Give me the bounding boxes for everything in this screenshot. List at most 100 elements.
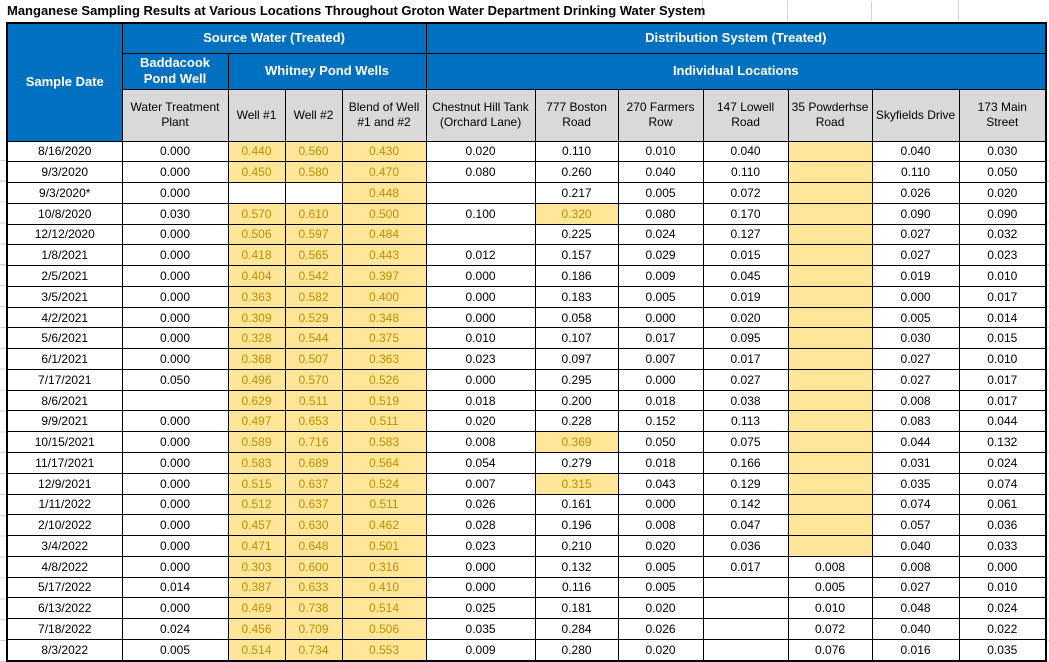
value-cell-blend-of-well-1-and-2[interactable]: 0.397 [341,265,427,287]
value-cell-777-boston-road[interactable]: 0.196 [534,514,619,537]
value-cell-chestnut-hill-tank[interactable]: 0.054 [425,451,536,474]
value-cell-blend-of-well-1-and-2[interactable]: 0.524 [341,472,427,495]
value-cell-skyfields-drive[interactable]: 0.083 [871,410,960,433]
value-cell-water-treatment-plant[interactable]: 0.000 [121,535,229,557]
value-cell-35-powderhse-road[interactable]: 0.010 [787,597,873,620]
value-cell-173-main-street[interactable]: 0.022 [958,618,1047,640]
value-cell-270-farmers-row[interactable]: 0.005 [617,555,704,578]
value-cell-water-treatment-plant[interactable]: 0.000 [121,182,229,204]
sample-date-cell[interactable]: 7/17/2021 [6,368,123,391]
sample-date-cell[interactable]: 5/17/2022 [6,576,123,599]
value-cell-chestnut-hill-tank[interactable]: 0.020 [425,140,536,163]
value-cell-777-boston-road[interactable]: 0.116 [534,576,619,599]
value-cell-water-treatment-plant[interactable]: 0.000 [121,285,229,308]
value-cell-173-main-street[interactable]: 0.017 [958,389,1047,412]
value-cell-147-lowell-road[interactable]: 0.166 [702,451,789,474]
value-cell-skyfields-drive[interactable]: 0.027 [871,348,960,370]
value-cell-well-1[interactable]: 0.512 [227,493,286,516]
column-header-173-main-street[interactable]: 173 Main Street [958,88,1047,142]
value-cell-chestnut-hill-tank[interactable]: 0.026 [425,493,536,516]
value-cell-skyfields-drive[interactable]: 0.027 [871,576,960,599]
value-cell-well-2[interactable]: 0.716 [284,431,343,453]
value-cell-777-boston-road[interactable]: 0.284 [534,618,619,640]
value-cell-skyfields-drive[interactable]: 0.027 [871,223,960,246]
value-cell-well-2[interactable]: 0.511 [284,389,343,412]
value-cell-water-treatment-plant[interactable]: 0.000 [121,265,229,287]
value-cell-well-1[interactable]: 0.368 [227,348,286,370]
value-cell-147-lowell-road[interactable]: 0.040 [702,140,789,163]
value-cell-chestnut-hill-tank[interactable]: 0.023 [425,535,536,557]
value-cell-well-2[interactable]: 0.542 [284,265,343,287]
value-cell-173-main-street[interactable]: 0.035 [958,638,1047,662]
value-cell-173-main-street[interactable]: 0.044 [958,410,1047,433]
group-header-whitney-pond-wells[interactable]: Whitney Pond Wells [227,52,427,90]
value-cell-270-farmers-row[interactable]: 0.000 [617,493,704,516]
value-cell-well-2[interactable]: 0.610 [284,202,343,225]
value-cell-147-lowell-road[interactable]: 0.036 [702,535,789,557]
value-cell-skyfields-drive[interactable]: 0.035 [871,472,960,495]
value-cell-well-2[interactable]: 0.689 [284,451,343,474]
value-cell-well-1[interactable]: 0.515 [227,472,286,495]
value-cell-well-2[interactable]: 0.565 [284,244,343,267]
sample-date-cell[interactable]: 10/8/2020 [6,202,123,225]
value-cell-chestnut-hill-tank[interactable]: 0.000 [425,368,536,391]
value-cell-water-treatment-plant[interactable]: 0.000 [121,244,229,267]
value-cell-blend-of-well-1-and-2[interactable]: 0.511 [341,493,427,516]
value-cell-well-2[interactable]: 0.570 [284,368,343,391]
value-cell-270-farmers-row[interactable]: 0.080 [617,202,704,225]
value-cell-well-2[interactable] [284,182,343,204]
value-cell-blend-of-well-1-and-2[interactable]: 0.462 [341,514,427,537]
value-cell-35-powderhse-road[interactable] [787,327,873,350]
value-cell-skyfields-drive[interactable]: 0.000 [871,285,960,308]
value-cell-270-farmers-row[interactable]: 0.009 [617,265,704,287]
sample-date-cell[interactable]: 2/10/2022 [6,514,123,537]
value-cell-777-boston-road[interactable]: 0.186 [534,265,619,287]
column-header-147-lowell-road[interactable]: 147 Lowell Road [702,88,789,142]
value-cell-well-2[interactable]: 0.653 [284,410,343,433]
value-cell-well-2[interactable]: 0.560 [284,140,343,163]
sample-date-cell[interactable]: 6/13/2022 [6,597,123,620]
value-cell-270-farmers-row[interactable]: 0.008 [617,514,704,537]
value-cell-270-farmers-row[interactable]: 0.050 [617,431,704,453]
value-cell-blend-of-well-1-and-2[interactable]: 0.514 [341,597,427,620]
value-cell-35-powderhse-road[interactable] [787,410,873,433]
value-cell-173-main-street[interactable]: 0.050 [958,161,1047,184]
value-cell-well-2[interactable]: 0.648 [284,535,343,557]
value-cell-water-treatment-plant[interactable]: 0.000 [121,493,229,516]
value-cell-270-farmers-row[interactable]: 0.005 [617,182,704,204]
value-cell-777-boston-road[interactable]: 0.210 [534,535,619,557]
value-cell-water-treatment-plant[interactable]: 0.014 [121,576,229,599]
value-cell-777-boston-road[interactable]: 0.280 [534,638,619,662]
value-cell-water-treatment-plant[interactable]: 0.024 [121,618,229,640]
value-cell-blend-of-well-1-and-2[interactable]: 0.448 [341,182,427,204]
value-cell-147-lowell-road[interactable]: 0.045 [702,265,789,287]
sample-date-cell[interactable]: 6/1/2021 [6,348,123,370]
sample-date-cell[interactable]: 4/8/2022 [6,555,123,578]
value-cell-35-powderhse-road[interactable]: 0.076 [787,638,873,662]
value-cell-chestnut-hill-tank[interactable]: 0.035 [425,618,536,640]
value-cell-water-treatment-plant[interactable]: 0.000 [121,306,229,329]
value-cell-35-powderhse-road[interactable] [787,389,873,412]
group-header-source-water[interactable]: Source Water (Treated) [121,22,427,54]
value-cell-well-1[interactable]: 0.457 [227,514,286,537]
value-cell-270-farmers-row[interactable]: 0.020 [617,535,704,557]
value-cell-well-1[interactable]: 0.303 [227,555,286,578]
sample-date-cell[interactable]: 1/11/2022 [6,493,123,516]
value-cell-chestnut-hill-tank[interactable]: 0.100 [425,202,536,225]
value-cell-173-main-street[interactable]: 0.132 [958,431,1047,453]
value-cell-147-lowell-road[interactable] [702,618,789,640]
value-cell-chestnut-hill-tank[interactable]: 0.000 [425,306,536,329]
value-cell-35-powderhse-road[interactable] [787,493,873,516]
value-cell-270-farmers-row[interactable]: 0.020 [617,597,704,620]
value-cell-blend-of-well-1-and-2[interactable]: 0.375 [341,327,427,350]
sample-date-cell[interactable]: 10/15/2021 [6,431,123,453]
value-cell-well-2[interactable]: 0.582 [284,285,343,308]
value-cell-well-1[interactable]: 0.309 [227,306,286,329]
value-cell-777-boston-road[interactable]: 0.107 [534,327,619,350]
value-cell-water-treatment-plant[interactable]: 0.000 [121,410,229,433]
value-cell-well-1[interactable]: 0.387 [227,576,286,599]
value-cell-chestnut-hill-tank[interactable]: 0.023 [425,348,536,370]
value-cell-147-lowell-road[interactable]: 0.017 [702,555,789,578]
value-cell-blend-of-well-1-and-2[interactable]: 0.519 [341,389,427,412]
value-cell-777-boston-road[interactable]: 0.320 [534,202,619,225]
